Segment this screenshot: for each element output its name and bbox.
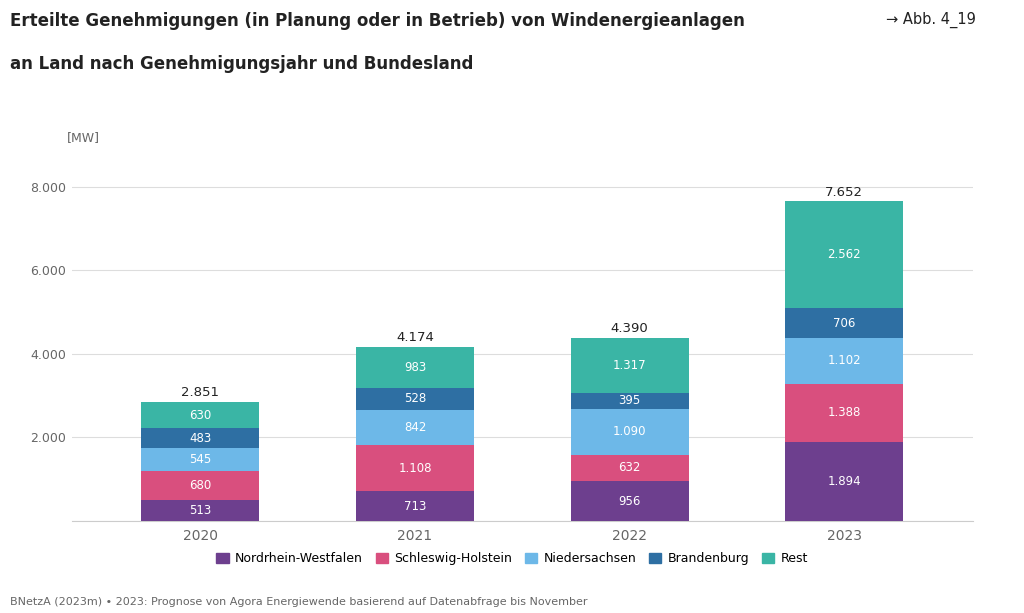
Text: 956: 956: [618, 495, 641, 508]
Bar: [570, 481, 688, 521]
Bar: [785, 442, 903, 521]
Text: 513: 513: [189, 504, 212, 517]
Text: 545: 545: [189, 453, 212, 466]
Bar: [785, 384, 903, 442]
Text: 983: 983: [403, 360, 426, 374]
Bar: [356, 491, 474, 521]
Bar: [141, 402, 259, 428]
Text: 1.102: 1.102: [827, 354, 861, 367]
Text: 7.652: 7.652: [825, 186, 863, 199]
Text: 680: 680: [189, 479, 212, 492]
Bar: [785, 201, 903, 308]
Bar: [356, 346, 474, 387]
Bar: [785, 338, 903, 384]
Bar: [356, 409, 474, 445]
Bar: [356, 445, 474, 491]
Legend: Nordrhein-Westfalen, Schleswig-Holstein, Niedersachsen, Brandenburg, Rest: Nordrhein-Westfalen, Schleswig-Holstein,…: [211, 547, 813, 570]
Text: 395: 395: [618, 394, 641, 408]
Bar: [141, 448, 259, 471]
Text: 842: 842: [403, 421, 426, 434]
Text: 630: 630: [189, 408, 212, 422]
Bar: [141, 428, 259, 448]
Text: 706: 706: [833, 316, 855, 330]
Bar: [570, 392, 688, 409]
Text: 1.090: 1.090: [612, 425, 646, 438]
Text: 4.174: 4.174: [396, 331, 434, 344]
Text: BNetzA (2023m) • 2023: Prognose von Agora Energiewende basierend auf Datenabfrag: BNetzA (2023m) • 2023: Prognose von Agor…: [10, 597, 588, 607]
Bar: [570, 338, 688, 392]
Text: 483: 483: [189, 432, 212, 445]
Text: Erteilte Genehmigungen (in Planung oder in Betrieb) von Windenergieanlagen: Erteilte Genehmigungen (in Planung oder …: [10, 12, 745, 30]
Bar: [570, 455, 688, 481]
Text: 1.108: 1.108: [398, 462, 432, 474]
Bar: [570, 409, 688, 455]
Bar: [356, 387, 474, 409]
Text: 4.390: 4.390: [610, 322, 648, 335]
Bar: [785, 308, 903, 338]
Text: → Abb. 4_19: → Abb. 4_19: [886, 12, 976, 28]
Text: 1.894: 1.894: [827, 475, 861, 488]
Text: 713: 713: [403, 500, 426, 512]
Bar: [141, 500, 259, 521]
Bar: [141, 471, 259, 500]
Text: [MW]: [MW]: [67, 131, 99, 144]
Text: 1.317: 1.317: [612, 359, 646, 371]
Text: 1.388: 1.388: [827, 406, 861, 419]
Text: 2.851: 2.851: [181, 386, 219, 400]
Text: 528: 528: [403, 392, 426, 405]
Text: 2.562: 2.562: [827, 248, 861, 261]
Text: 632: 632: [618, 462, 641, 474]
Text: an Land nach Genehmigungsjahr und Bundesland: an Land nach Genehmigungsjahr und Bundes…: [10, 55, 474, 73]
